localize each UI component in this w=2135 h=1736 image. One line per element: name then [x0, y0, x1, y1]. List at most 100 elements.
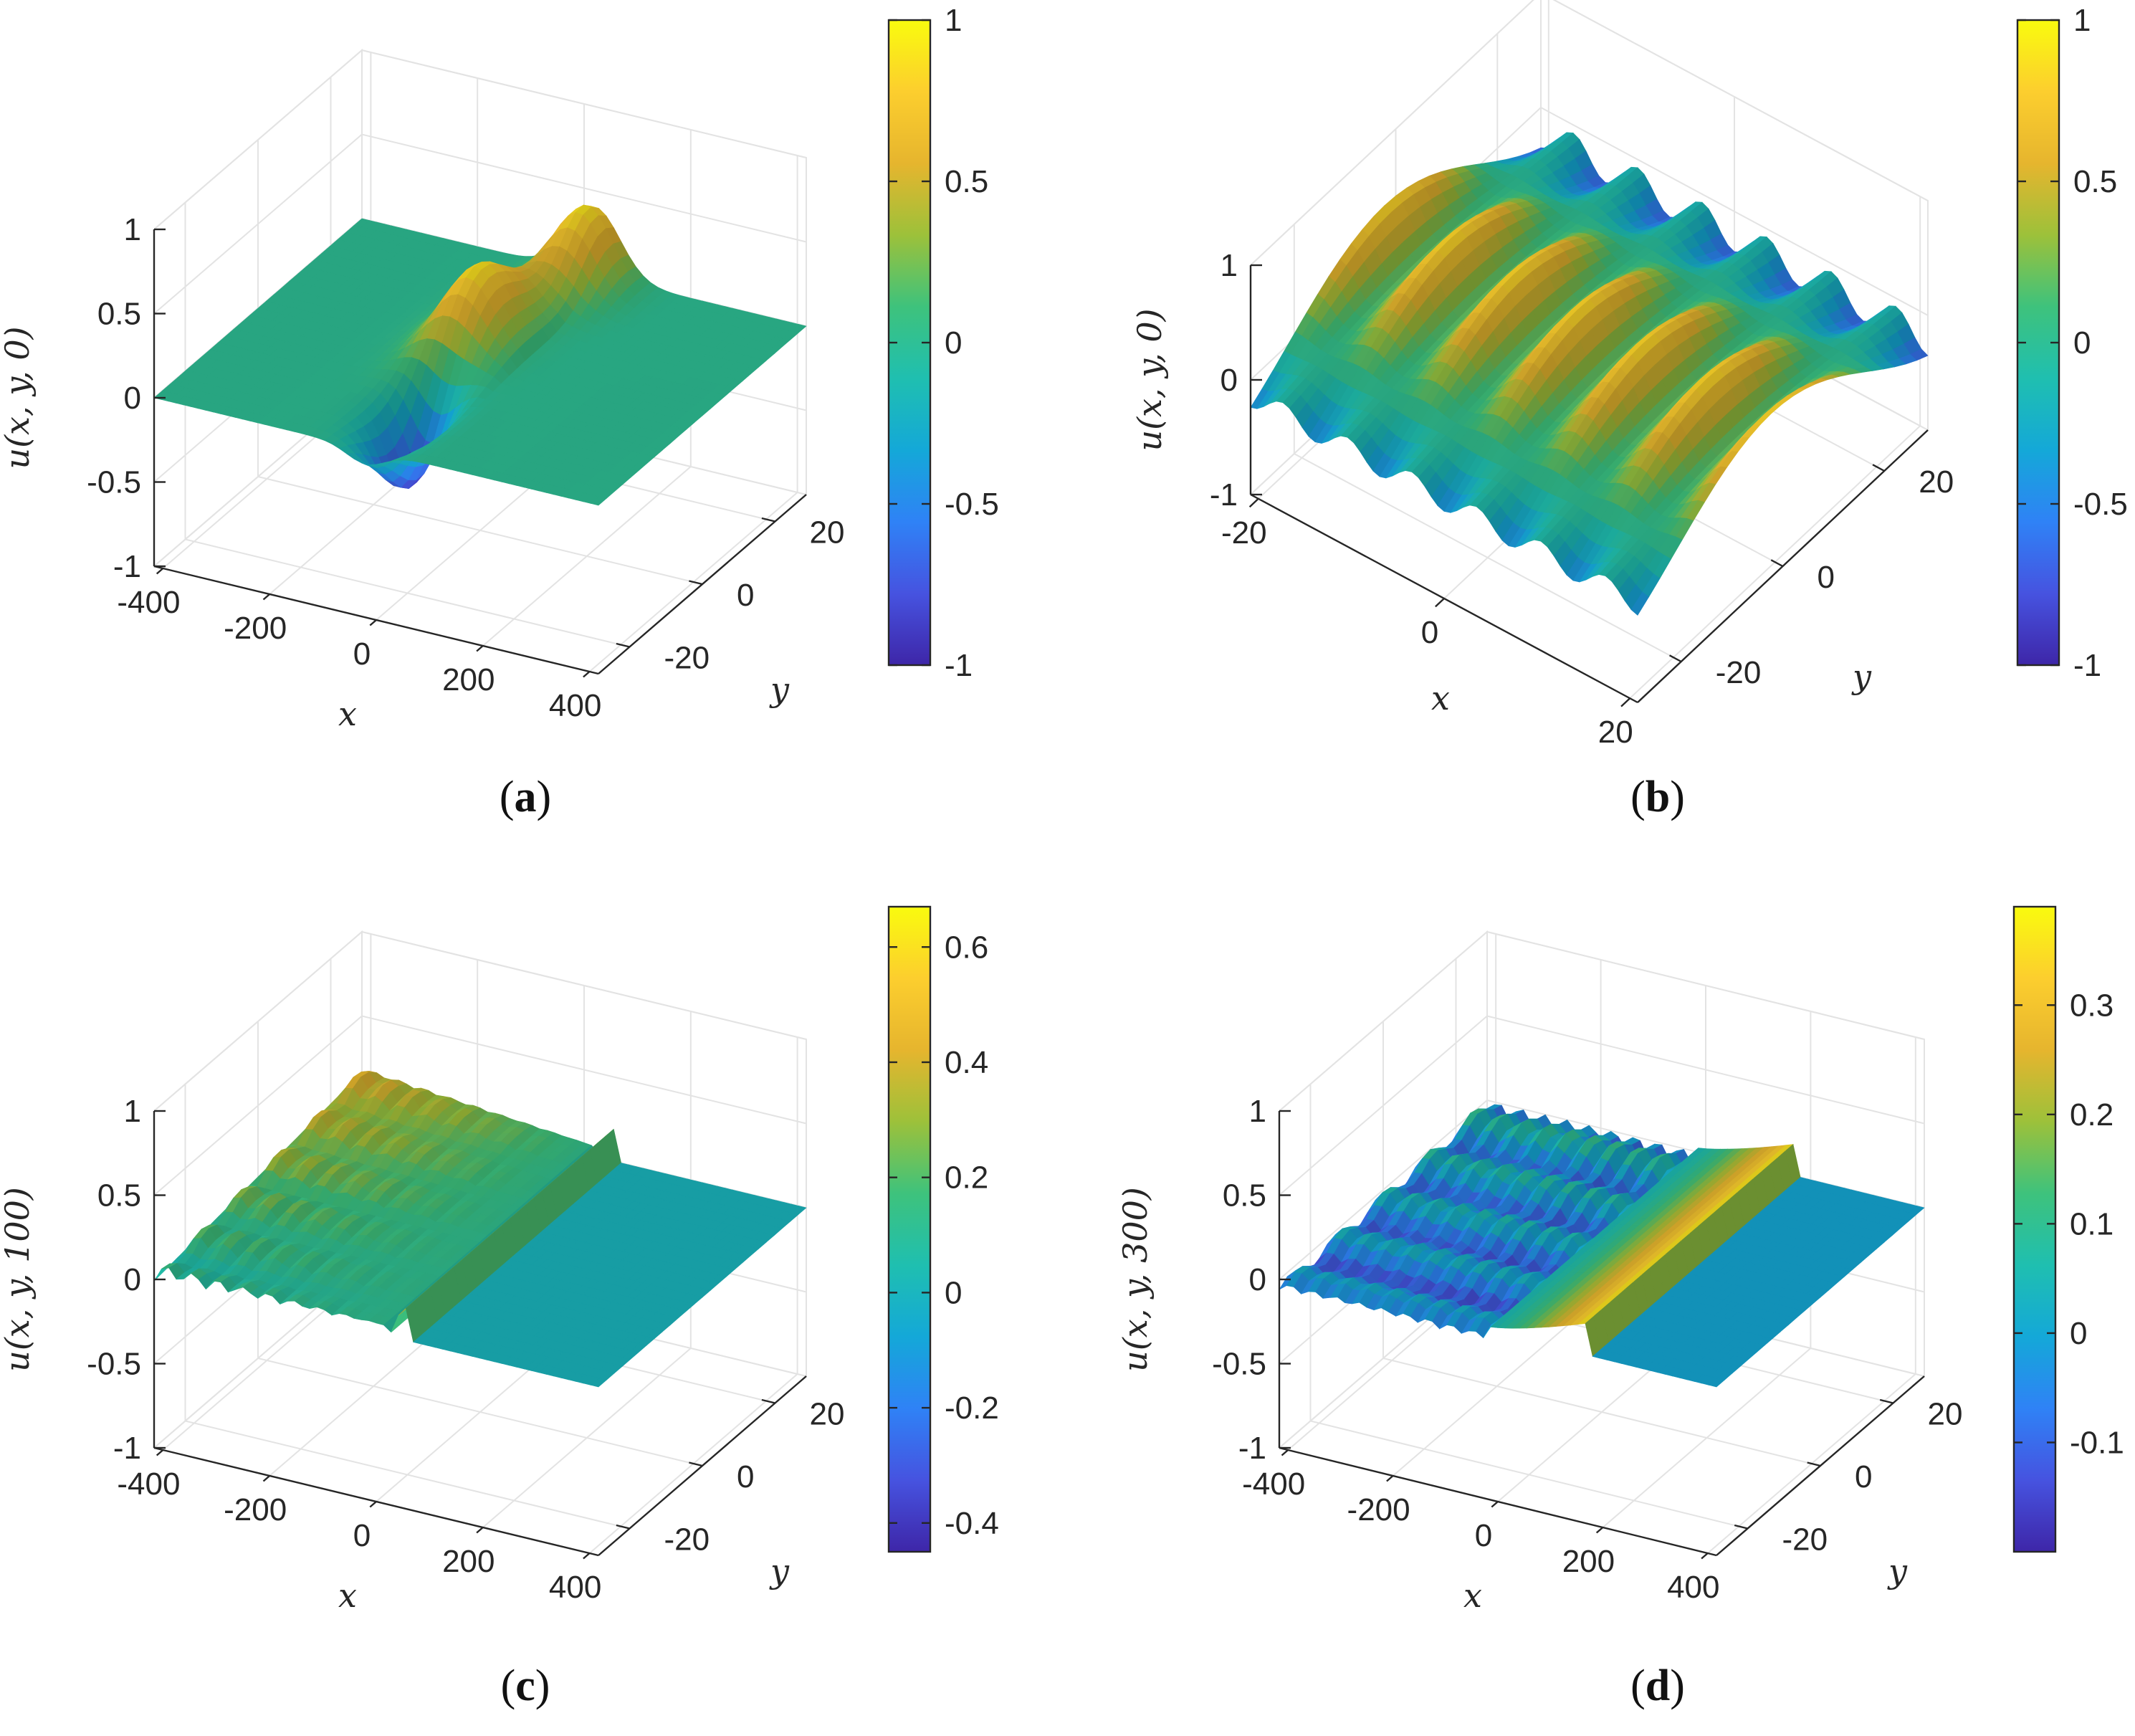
z-grid-line: [1250, 0, 1929, 266]
z-tick-label: 1: [124, 1094, 141, 1129]
colorbar-tick-label: -1: [945, 648, 973, 683]
colorbar-tick-label: 0: [945, 325, 962, 361]
z-grid-line: [1279, 930, 1925, 1112]
y-tick-label: 20: [810, 515, 845, 550]
x-tick-mark: [583, 671, 591, 678]
y-tick-label: 0: [737, 578, 754, 613]
z-tick-label: -1: [1210, 477, 1238, 512]
y-tick-label: -20: [664, 1522, 710, 1558]
panel-caption: (c): [501, 1661, 550, 1710]
z-tick-label: 0: [124, 1262, 141, 1297]
colorbar-tick-label: -0.4: [945, 1506, 999, 1541]
surface: [153, 1070, 807, 1388]
colorbar-tick-label: -0.5: [2073, 487, 2128, 522]
x-grid-line: [1629, 196, 1921, 699]
y-tick-label: 20: [1919, 464, 1954, 500]
y-axis-label: y: [769, 670, 790, 709]
z-tick-label: 0.5: [97, 1178, 141, 1213]
x-tick-mark: [583, 1553, 591, 1560]
y-tick-label: 0: [737, 1459, 754, 1494]
surface: [1250, 132, 1929, 616]
x-axis-label: x: [338, 695, 357, 733]
z-tick-label: 0.5: [97, 297, 141, 332]
z-tick-label: -0.5: [87, 1347, 141, 1382]
surface: [1279, 1104, 1925, 1388]
z-grid-line: [153, 930, 807, 1112]
z-axis-label: u(x, y, 0): [0, 326, 37, 469]
x-grid-line: [482, 130, 692, 647]
z-grid-line: [153, 133, 807, 315]
z-tick-label: -1: [113, 549, 141, 584]
x-tick-label: 200: [442, 662, 495, 697]
x-tick-label: 20: [1598, 715, 1633, 750]
x-tick-label: -20: [1221, 515, 1267, 550]
x-tick-label: -200: [224, 1492, 287, 1527]
y-tick-label: -20: [664, 641, 710, 676]
colorbar-tick-label: 0.5: [945, 164, 988, 199]
x-tick-mark: [262, 1475, 270, 1482]
x-grid-line: [588, 156, 798, 672]
x-tick-mark: [369, 619, 377, 626]
x-tick-label: -400: [117, 585, 180, 620]
panel-caption: (b): [1630, 773, 1685, 821]
y-tick-label: 0: [1818, 560, 1835, 595]
z-tick-label: 1: [124, 212, 141, 247]
x-tick-label: 400: [549, 1570, 601, 1605]
y-tick-label: -20: [1716, 655, 1762, 690]
z-tick-label: 0: [124, 381, 141, 416]
colorbar-tick-label: 1: [2073, 3, 2091, 38]
x-tick-mark: [1248, 497, 1259, 508]
panel-b: -20 0 20 -20 0 20 -1 0 1 u(x, y, 0) x y 1 0.5 0 -0.5 -1 (…: [1130, 0, 2128, 821]
colorbar-tick-label: 0: [2073, 325, 2091, 361]
colorbar: 1 0.5 0 -0.5 -1: [2016, 3, 2128, 683]
panel-caption: (a): [500, 773, 551, 821]
x-tick-mark: [156, 568, 164, 575]
x-tick-label: 0: [1421, 615, 1438, 650]
colorbar: 0.60.40.20-0.2-0.4: [887, 905, 999, 1553]
colorbar-gradient: [887, 905, 932, 1553]
surface: [153, 204, 807, 506]
y-grid-line: [257, 140, 703, 585]
z-tick-label: -1: [113, 1431, 141, 1466]
colorbar-tick-label: 0.6: [945, 930, 988, 965]
colorbar-tick-label: 0: [945, 1275, 962, 1310]
x-tick-label: 0: [353, 1518, 371, 1553]
x-tick-mark: [369, 1501, 377, 1508]
colorbar-tick-label: -0.2: [945, 1391, 999, 1426]
colorbar-tick-label: -0.5: [945, 487, 999, 522]
x-tick-mark: [1620, 697, 1631, 707]
colorbar: 1 0.5 0 -0.5 -1: [887, 3, 999, 683]
y-axis-label: y: [769, 1552, 790, 1590]
z-grid-line: [153, 49, 807, 230]
y-grid-line: [184, 202, 630, 648]
z-tick-label: -0.5: [87, 465, 141, 500]
colorbar-tick-label: 0.5: [2073, 164, 2117, 199]
colorbar-tick-label: 1: [945, 3, 962, 38]
x-tick-mark: [156, 1449, 164, 1456]
z-tick-label: 1: [1221, 248, 1238, 283]
z-tick-label: 0: [1221, 363, 1238, 398]
x-tick-mark: [262, 593, 270, 601]
x-tick-mark: [476, 1527, 484, 1534]
y-axis-label: y: [1851, 657, 1872, 696]
z-axis-label: u(x, y, 100): [0, 1187, 37, 1372]
y-grid-line: [1293, 224, 1682, 662]
x-tick-label: 400: [549, 688, 601, 723]
y-tick-mark: [616, 642, 630, 648]
surface-patch: [591, 496, 607, 506]
colorbar-tick-label: 0.4: [945, 1045, 988, 1080]
x-tick-label: -400: [117, 1466, 180, 1502]
colorbar-tick-label: -1: [2073, 648, 2101, 683]
x-tick-mark: [476, 645, 484, 652]
x-axis-label: x: [1431, 679, 1450, 717]
y-tick-label: 20: [810, 1397, 845, 1432]
z-axis-label: u(x, y, 0): [1130, 308, 1169, 451]
x-tick-label: -200: [224, 611, 287, 646]
x-tick-label: 200: [442, 1544, 495, 1579]
x-axis-label: x: [338, 1576, 357, 1615]
